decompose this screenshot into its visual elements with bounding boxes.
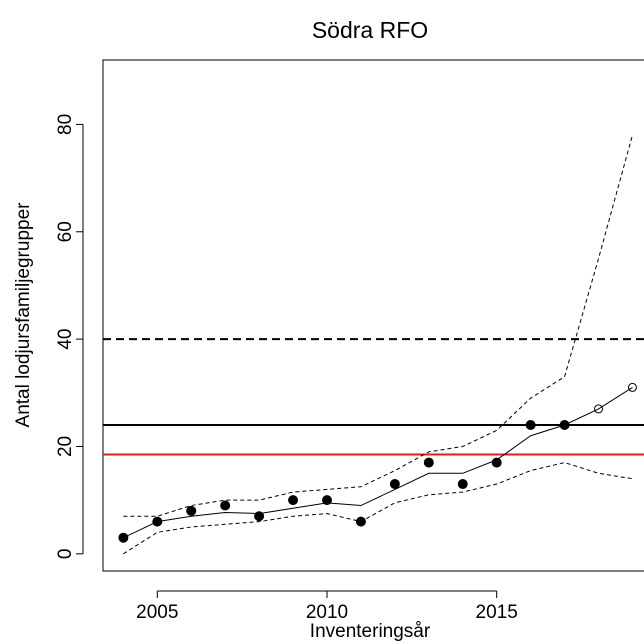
data-point (220, 500, 231, 511)
x-tick-label: 2005 (136, 602, 178, 623)
chart-title: Södra RFO (312, 17, 428, 43)
y-tick-label: 80 (55, 114, 76, 135)
data-point (525, 420, 536, 430)
data-point (186, 505, 197, 516)
plot-box (102, 59, 644, 572)
series-line (123, 462, 633, 555)
x-tick-label: 2015 (476, 602, 518, 623)
series-line (123, 135, 633, 517)
y-tick-label: 20 (55, 436, 76, 457)
data-point (457, 479, 468, 490)
y-axis-label: Antal lodjursfamiljegrupper (13, 202, 34, 428)
x-tick-label: 2010 (306, 602, 348, 623)
data-point (423, 457, 434, 468)
y-tick-label: 40 (55, 329, 76, 350)
data-point (254, 511, 265, 522)
y-tick-label: 60 (55, 221, 76, 242)
y-tick-label: 0 (55, 549, 76, 560)
series-line (123, 387, 633, 539)
x-axis-label: Inventeringsår (310, 621, 431, 642)
data-point (288, 495, 299, 506)
data-point (322, 495, 332, 506)
data-point (389, 479, 400, 490)
